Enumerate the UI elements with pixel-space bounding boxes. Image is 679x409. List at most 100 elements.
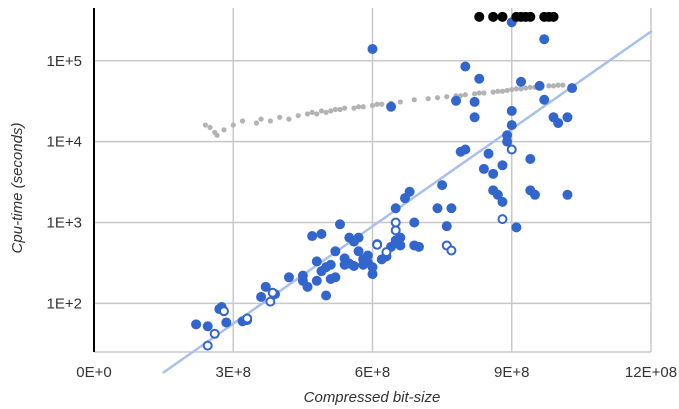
gray-point xyxy=(267,118,273,124)
gray-point xyxy=(369,102,376,109)
blue-point xyxy=(302,281,313,292)
blue-point xyxy=(307,231,318,242)
gray-point xyxy=(337,106,343,113)
gray-point xyxy=(527,84,533,90)
hollow-point xyxy=(506,144,517,155)
blue-point xyxy=(325,259,336,270)
gray-point xyxy=(523,85,529,91)
gray-point xyxy=(434,95,441,101)
hollow-point xyxy=(381,247,392,258)
x-tick-label: 6E+8 xyxy=(355,364,390,381)
gray-point xyxy=(472,91,478,97)
gray-point xyxy=(295,112,301,119)
blue-point xyxy=(460,144,471,155)
gray-point xyxy=(253,120,260,126)
timeout-point xyxy=(497,11,508,22)
x-tick-label: 0E+0 xyxy=(76,364,111,381)
hollow-point xyxy=(390,217,401,228)
blue-point xyxy=(474,73,485,84)
gray-point xyxy=(351,105,357,111)
gray-point xyxy=(277,114,283,120)
gray-point xyxy=(214,132,220,138)
y-tick-label: 1E+4 xyxy=(47,134,82,151)
x-axis-title: Compressed bit-size xyxy=(304,389,441,406)
x-tick-label: 12E+08 xyxy=(625,364,677,381)
blue-point xyxy=(432,203,443,214)
x-tick-label: 9E+8 xyxy=(494,364,529,381)
gray-point xyxy=(207,124,213,131)
blue-point xyxy=(348,260,359,271)
gray-point xyxy=(239,118,246,124)
blue-point xyxy=(497,196,508,207)
blue-point xyxy=(529,189,540,200)
gray-point xyxy=(550,83,557,89)
hollow-point xyxy=(446,245,457,256)
gridlines xyxy=(94,8,652,353)
gray-point xyxy=(221,127,227,133)
gray-point xyxy=(546,83,552,89)
gray-point xyxy=(355,104,362,110)
x-tick-label: 3E+8 xyxy=(216,364,251,381)
timeout-point xyxy=(525,11,536,22)
y-tick-label: 1E+3 xyxy=(47,214,82,231)
blue-point xyxy=(451,95,462,106)
blue-point xyxy=(506,120,517,131)
blue-point xyxy=(390,203,401,214)
blue-point xyxy=(260,281,271,292)
tick-labels: 0E+0 3E+8 6E+8 9E+8 12E+08 1E+2 1E+3 1E+4 1E+5 xyxy=(47,53,678,381)
blue-point xyxy=(497,160,508,171)
blue-point xyxy=(488,168,499,179)
blue-point xyxy=(567,83,578,94)
gray-point xyxy=(444,94,450,100)
gray-point xyxy=(258,116,264,122)
gray-point xyxy=(495,88,501,94)
gray-point xyxy=(328,108,334,114)
gray-point xyxy=(304,111,311,117)
hollow-point xyxy=(267,287,278,298)
blue-point xyxy=(362,250,373,261)
gray-point xyxy=(314,111,320,117)
blue-point xyxy=(478,163,489,174)
timeout-point xyxy=(488,11,499,22)
blue-point xyxy=(437,180,448,191)
gray-point xyxy=(560,82,566,88)
gray-point xyxy=(379,101,385,107)
blue-point xyxy=(404,186,415,197)
blue-point xyxy=(367,269,378,280)
blue-point xyxy=(502,130,513,141)
blue-point xyxy=(469,96,480,107)
timeout-point xyxy=(474,11,485,22)
gray-point xyxy=(476,90,482,96)
y-tick-label: 1E+2 xyxy=(47,295,82,312)
hollow-point xyxy=(497,214,508,225)
blue-point xyxy=(202,321,213,332)
y-tick-label: 1E+5 xyxy=(47,53,82,70)
gray-point xyxy=(504,87,510,94)
gray-point xyxy=(499,88,506,94)
blue-point xyxy=(191,319,202,330)
blue-point xyxy=(311,256,322,267)
blue-point xyxy=(539,34,550,45)
blue-point xyxy=(335,219,346,230)
blue-point xyxy=(483,148,494,159)
gray-point xyxy=(411,97,417,103)
hollow-point xyxy=(390,225,401,236)
hollow-point xyxy=(202,340,213,351)
blue-point xyxy=(506,105,517,116)
blue-point xyxy=(330,246,341,257)
data-points xyxy=(191,11,578,351)
hollow-point xyxy=(209,328,220,339)
gray-point xyxy=(518,86,524,92)
blue-point xyxy=(311,275,322,286)
blue-point xyxy=(353,232,364,243)
gray-point xyxy=(309,109,315,116)
blue-point xyxy=(413,241,424,252)
hollow-point xyxy=(218,306,229,317)
gray-point xyxy=(323,109,329,116)
hollow-point xyxy=(372,239,383,250)
blue-point xyxy=(492,189,503,200)
blue-point xyxy=(395,232,406,243)
blue-point xyxy=(562,112,573,123)
blue-point xyxy=(460,61,471,72)
